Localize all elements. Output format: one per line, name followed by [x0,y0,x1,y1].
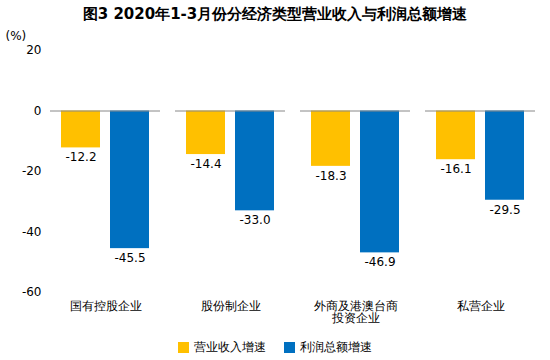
svg-text:-20: -20 [22,164,42,178]
svg-text:-18.3: -18.3 [315,169,346,183]
svg-text:-12.2: -12.2 [65,150,96,164]
svg-text:股份制企业: 股份制企业 [201,299,261,313]
html-text:营业收入增速: 营业收入增速 [194,339,266,354]
svg-text:-40: -40 [22,225,42,239]
svg-text:外商及港澳台商投资企业: 外商及港澳台商投资企业 [314,299,398,325]
svg-text:-16.1: -16.1 [440,162,471,176]
svg-text:国有控股企业: 国有控股企业 [70,299,142,313]
svg-text:20: 20 [26,43,41,57]
html-text:利润总额增速: 利润总额增速 [300,339,372,354]
svg-text:-14.4: -14.4 [190,157,221,171]
svg-text:(%): (%) [6,29,27,43]
html-text:图3 2020年1-3月份分经济类型营业收入与利润总额增速: 图3 2020年1-3月份分经济类型营业收入与利润总额增速 [82,5,468,23]
svg-text:-46.9: -46.9 [364,255,395,269]
svg-text:私营企业: 私营企业 [457,299,505,313]
svg-text:-45.5: -45.5 [114,251,145,265]
svg-text:-33.0: -33.0 [239,213,270,227]
svg-text:0: 0 [34,104,42,118]
svg-text:-60: -60 [22,285,42,299]
svg-text:-29.5: -29.5 [489,203,520,217]
